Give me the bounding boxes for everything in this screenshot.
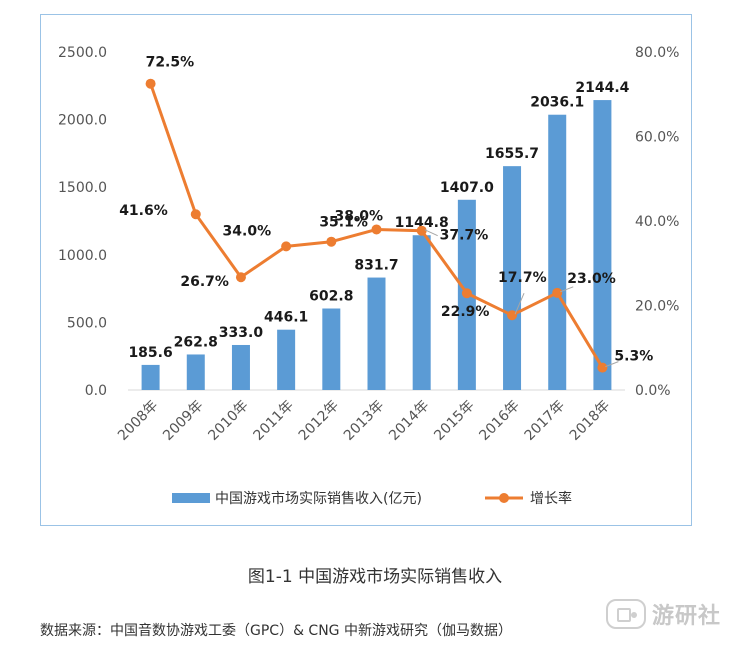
legend-line-label: 增长率: [530, 490, 572, 507]
growth-rate-point: [552, 287, 563, 298]
x-tick-label: 2008年: [115, 398, 161, 444]
bar-value-label: 185.6: [128, 345, 172, 361]
legend-bar-swatch: [172, 493, 210, 503]
bar-value-label: 2144.4: [575, 80, 629, 96]
figure-caption: 图1-1 中国游戏市场实际销售收入: [247, 567, 503, 587]
bar-value-label: 2036.1: [530, 95, 584, 111]
y-left-tick-label: 2000.0: [58, 113, 107, 129]
bar-value-label: 1655.7: [485, 146, 539, 162]
x-tick-label: 2010年: [205, 398, 251, 444]
bar-value-label: 831.7: [354, 258, 398, 274]
chart-svg: 0.0 500.0 1000.0 1500.0 2000.0 2500.0 0.0% 20.…: [58, 45, 679, 507]
bar: [503, 166, 522, 390]
bar-value-label: 1407.0: [440, 180, 494, 196]
bar: [593, 100, 612, 390]
bar: [277, 329, 296, 390]
rate-value-label: 41.6%: [119, 203, 168, 219]
y-axis-left: 0.0 500.0 1000.0 1500.0 2000.0 2500.0: [58, 45, 107, 399]
bar: [322, 308, 341, 390]
bar: [231, 344, 250, 390]
growth-rate-point: [416, 225, 427, 236]
chart-frame: 0.0 500.0 1000.0 1500.0 2000.0 2500.0 0.0% 20.…: [40, 14, 692, 526]
y-left-tick-label: 0.0: [85, 383, 107, 399]
growth-rate-point: [145, 78, 156, 89]
rate-value-label: 37.7%: [440, 228, 489, 244]
y-left-tick-label: 1500.0: [58, 180, 107, 196]
rate-value-label: 22.9%: [441, 304, 490, 320]
label-leader-line: [560, 286, 574, 293]
watermark-text: 游研社: [652, 604, 722, 629]
y-left-tick-label: 2500.0: [58, 45, 107, 61]
y-left-tick-label: 500.0: [67, 315, 107, 331]
growth-rate-point: [326, 236, 337, 247]
y-right-tick-label: 80.0%: [635, 45, 679, 61]
y-right-tick-label: 40.0%: [635, 214, 679, 230]
rate-value-label: 34.0%: [223, 223, 272, 239]
x-tick-label: 2013年: [341, 398, 387, 444]
growth-rate-point: [597, 362, 608, 373]
x-tick-label: 2016年: [476, 398, 522, 444]
rate-value-label: 26.7%: [180, 274, 229, 290]
bar-value-label: 1144.8: [395, 215, 449, 231]
x-tick-label: 2015年: [431, 398, 477, 444]
label-leader-line: [514, 293, 525, 315]
rate-value-label: 72.5%: [146, 55, 195, 71]
bar-value-label: 333.0: [219, 325, 264, 341]
bar-value-label: 602.8: [309, 289, 353, 305]
y-left-tick-label: 1000.0: [58, 248, 107, 264]
growth-rate-point: [461, 288, 472, 299]
rate-value-label: 5.3%: [614, 349, 653, 365]
growth-rate-point: [190, 209, 201, 220]
x-tick-label: 2018年: [567, 398, 613, 444]
bar-value-label: 262.8: [174, 334, 218, 350]
growth-rate-point: [281, 241, 292, 252]
y-right-tick-label: 0.0%: [635, 383, 671, 399]
rate-value-label: 23.0%: [567, 271, 616, 287]
growth-rate-point: [235, 272, 246, 283]
watermark: 游研社: [606, 592, 742, 636]
data-source: 数据来源：中国音数协游戏工委（GPC）& CNG 中新游戏研究（伽马数据）: [40, 623, 512, 639]
x-tick-label: 2017年: [522, 398, 568, 444]
rate-labels: 72.5% 41.6% 26.7% 34.0% 35.1%38.0% 37.7% 22.9%…: [119, 55, 653, 368]
label-leader-line: [424, 229, 438, 237]
x-tick-label: 2014年: [386, 398, 432, 444]
bar: [186, 354, 205, 390]
bar: [141, 364, 160, 390]
rate-value-label: 38.0%: [335, 208, 384, 224]
label-leader-line: [605, 361, 619, 368]
growth-rate-point: [507, 310, 518, 321]
legend: 中国游戏市场实际销售收入(亿元) 增长率: [172, 490, 572, 507]
bar: [548, 114, 567, 391]
rate-value-label: 17.7%: [498, 270, 547, 286]
legend-line-marker: [499, 493, 509, 503]
legend-bar-label: 中国游戏市场实际销售收入(亿元): [215, 490, 422, 507]
bar-series: [141, 100, 612, 391]
line-series: [145, 78, 608, 373]
gamepad-logo-icon: [606, 599, 646, 629]
y-axis-right: 0.0% 20.0% 40.0% 60.0% 80.0%: [635, 45, 679, 399]
bar-value-label: 446.1: [264, 310, 308, 326]
x-tick-label: 2012年: [296, 398, 342, 444]
growth-rate-point: [371, 224, 382, 235]
x-tick-label: 2011年: [251, 398, 297, 444]
bar: [367, 277, 386, 390]
bar: [412, 235, 431, 390]
x-tick-label: 2009年: [160, 398, 206, 444]
x-axis: 2008年2009年2010年2011年2012年2013年2014年2015年…: [115, 389, 625, 444]
rate-value-label: 35.1%: [319, 215, 368, 231]
y-right-tick-label: 20.0%: [635, 299, 679, 315]
y-right-tick-label: 60.0%: [635, 130, 679, 146]
